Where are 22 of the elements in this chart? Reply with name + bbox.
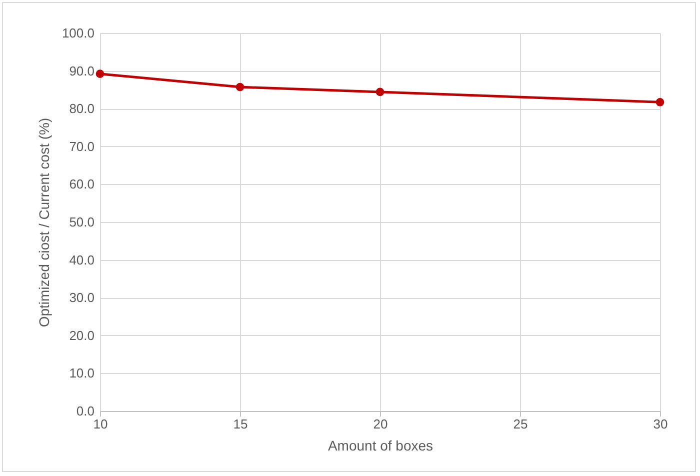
y-tick-label: 60.0 xyxy=(69,176,94,192)
point xyxy=(376,88,384,96)
x-tick-label: 30 xyxy=(653,416,668,432)
y-tick-label: 10.0 xyxy=(69,366,94,381)
point xyxy=(656,98,664,106)
y-tick-label: 70.0 xyxy=(69,138,94,154)
y-tick-label: 40.0 xyxy=(69,252,94,268)
y-tick-label: 0.0 xyxy=(76,404,94,418)
x-tick-label: 10 xyxy=(93,416,108,432)
y-tick-label: 30.0 xyxy=(69,290,94,306)
y-tick-label: 90.0 xyxy=(69,63,94,78)
x-tick-label: 25 xyxy=(513,416,528,432)
x-tick-label: 15 xyxy=(233,416,248,432)
point xyxy=(96,70,104,78)
x-axis-title: Amount of boxes xyxy=(328,438,434,454)
y-tick-label: 20.0 xyxy=(69,328,94,343)
point xyxy=(236,82,244,92)
y-axis-title: Optimized ciost / Current cost (%) xyxy=(36,118,52,328)
x-tick-label: 20 xyxy=(373,416,388,432)
y-tick-label: 50.0 xyxy=(69,214,94,230)
y-tick-label: 80.0 xyxy=(69,101,94,116)
y-tick-label: 100.0 xyxy=(62,26,94,40)
